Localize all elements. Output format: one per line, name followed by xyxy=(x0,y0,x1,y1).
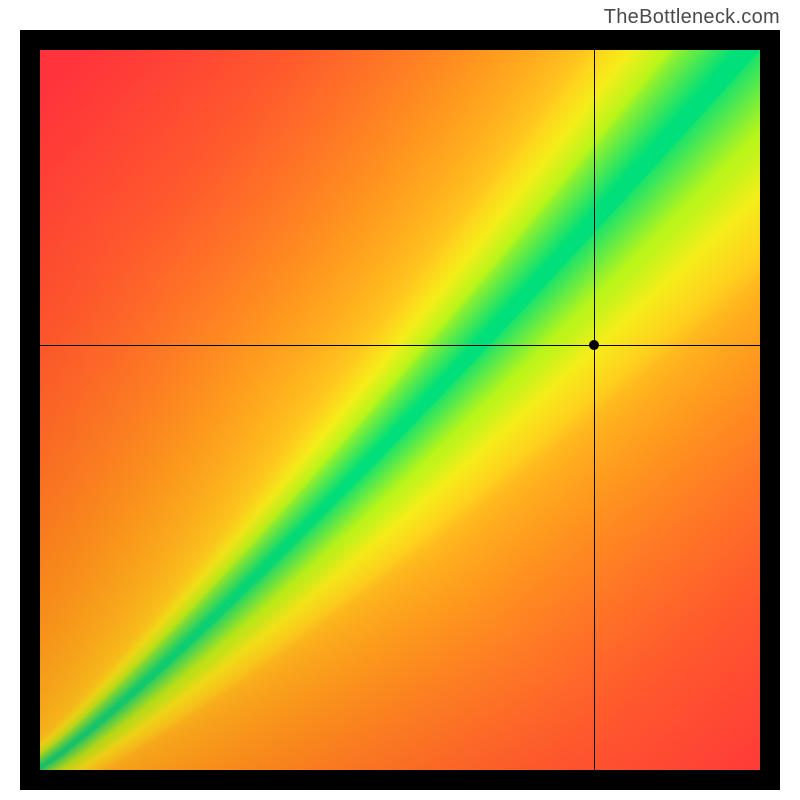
plot-area xyxy=(40,50,760,770)
site-watermark: TheBottleneck.com xyxy=(604,6,780,29)
figure-container: TheBottleneck.com xyxy=(0,0,800,800)
heatmap-canvas xyxy=(40,50,760,770)
crosshair-horizontal xyxy=(40,345,760,346)
plot-frame xyxy=(20,30,780,790)
crosshair-vertical xyxy=(594,50,595,770)
